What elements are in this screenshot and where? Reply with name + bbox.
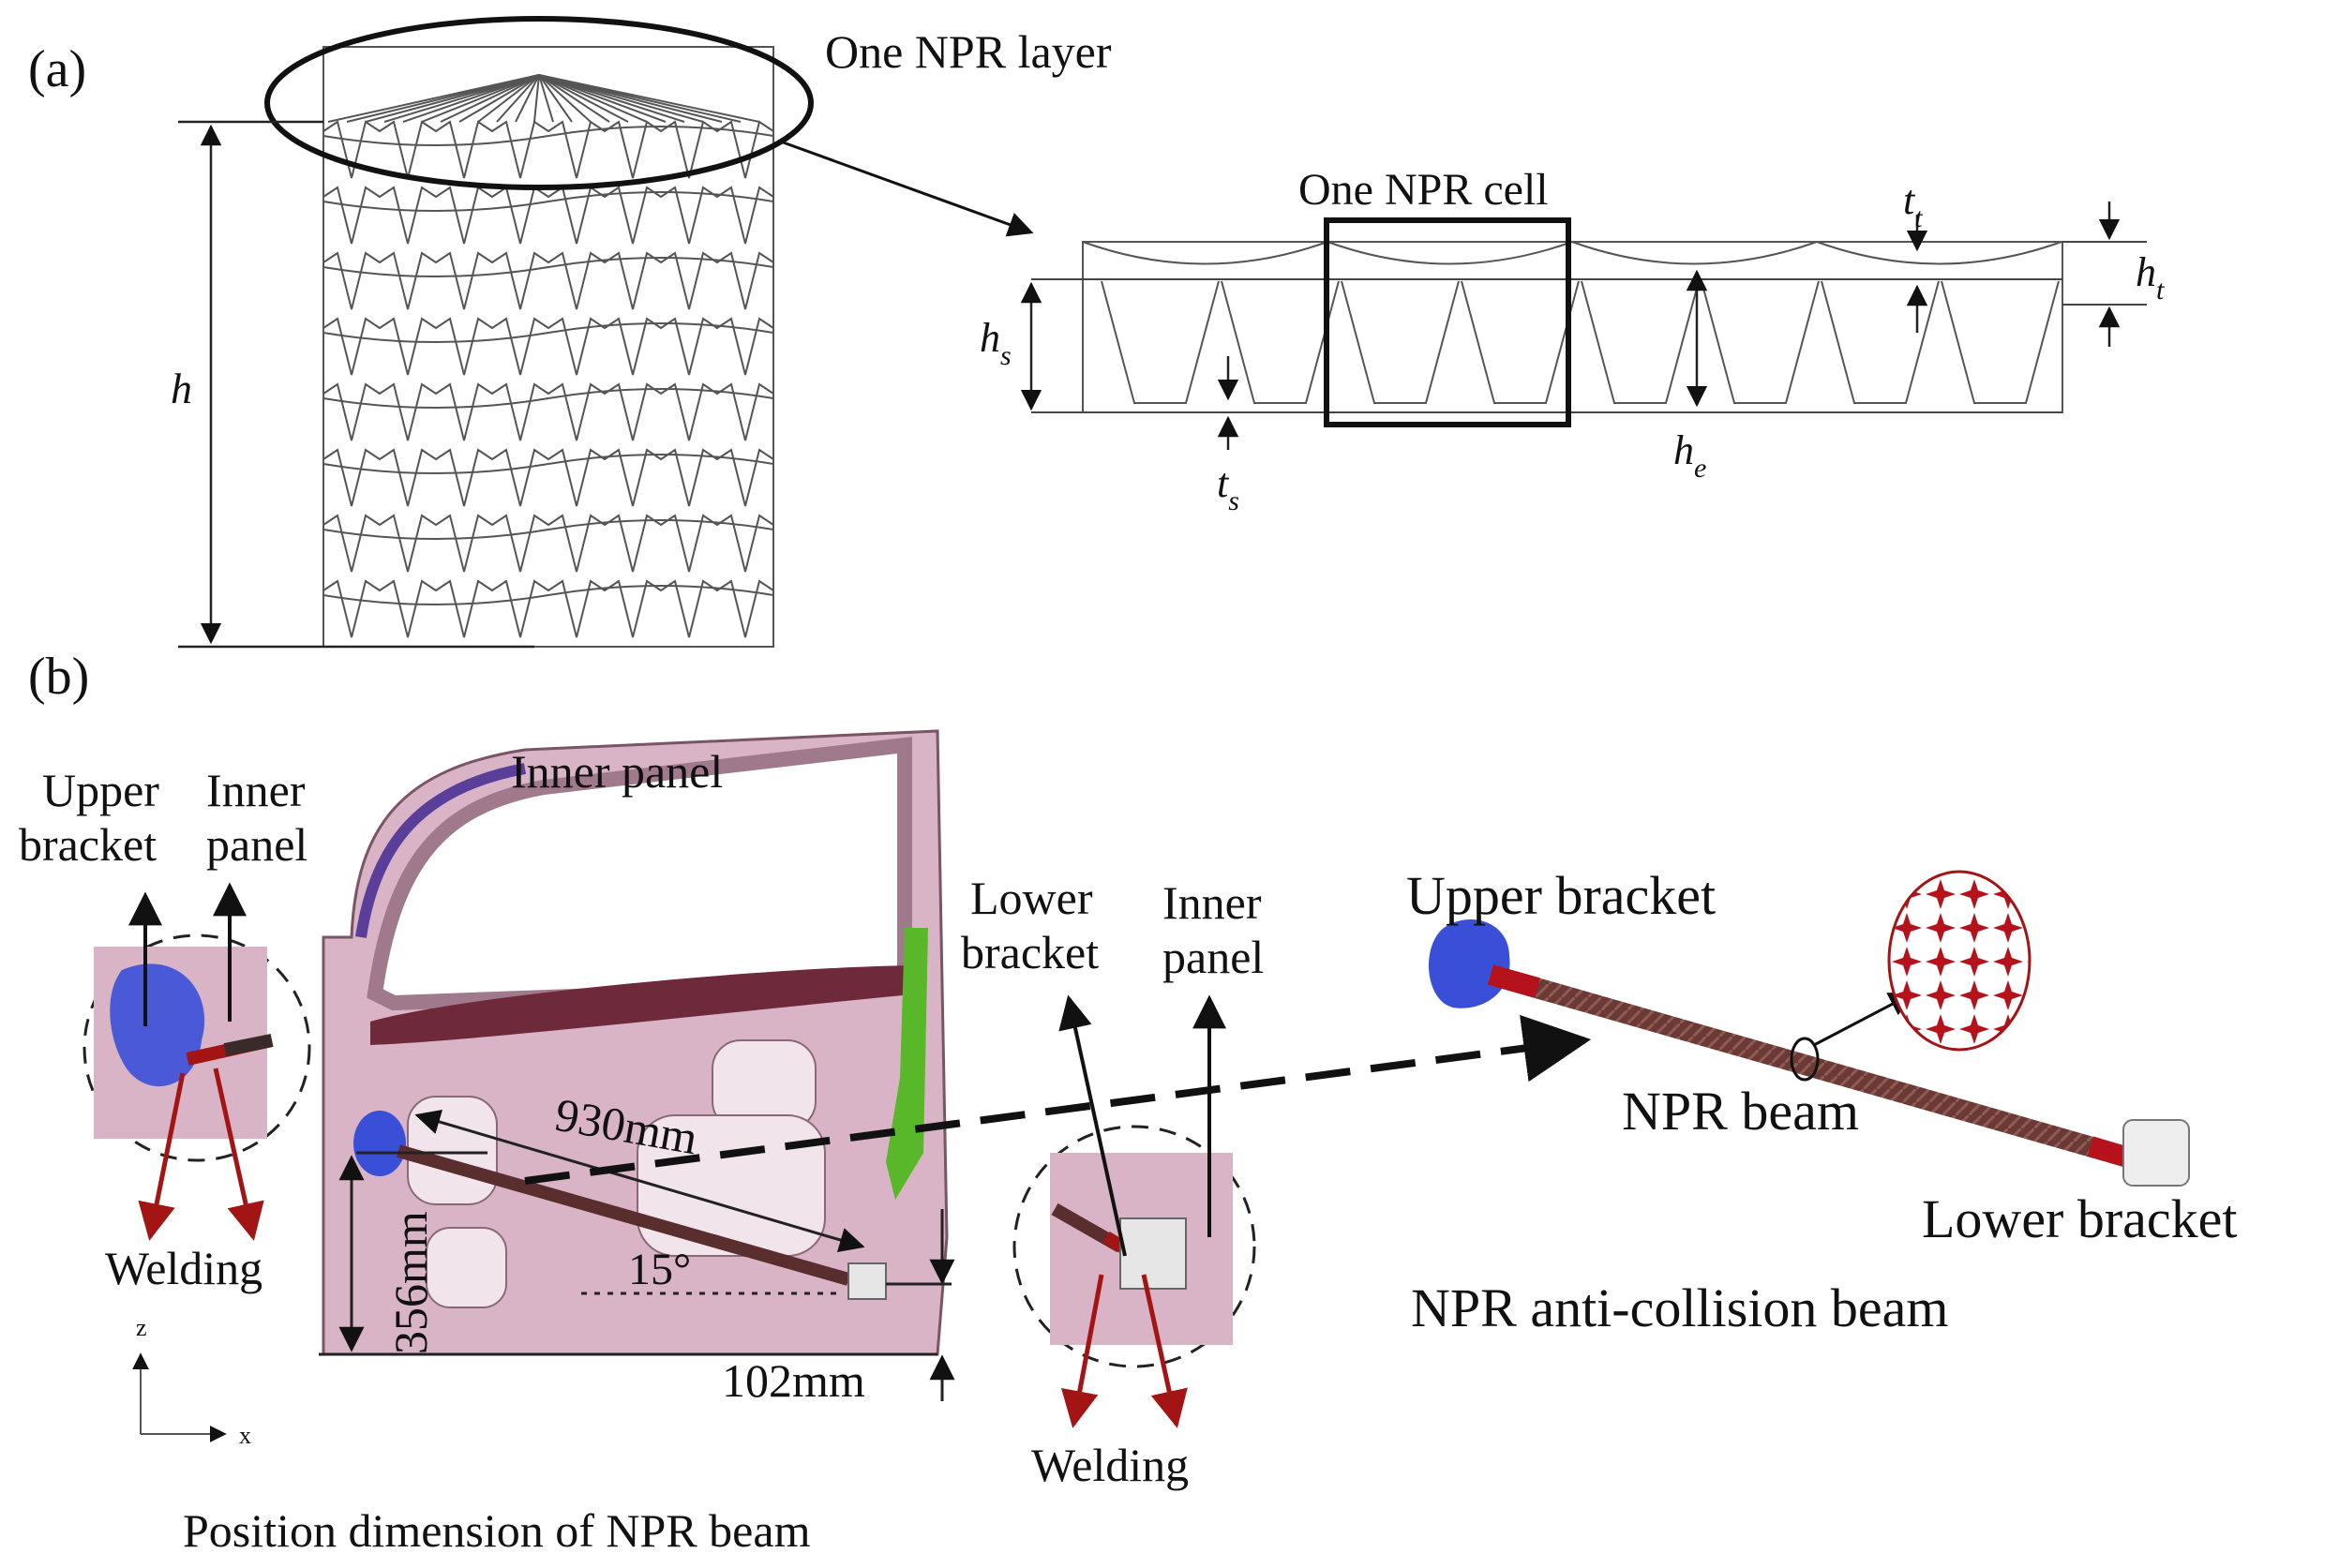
projection-dashed-arrow xyxy=(524,1014,1592,1185)
dim-label-ht: ht xyxy=(2136,249,2165,306)
npr-layer-strip xyxy=(1031,240,2147,413)
right-weld-arrow-1 xyxy=(1060,1274,1104,1428)
tube-height-dimension xyxy=(178,120,534,649)
angle-label: 15° xyxy=(628,1245,691,1294)
dim-102-label: 102mm xyxy=(722,1354,865,1407)
axis-z-label: z xyxy=(136,1314,147,1341)
figure-caption: Position dimension of NPR beam xyxy=(183,1504,811,1557)
dim-930-line xyxy=(414,1109,865,1253)
left-inner-panel-label: Inner panel xyxy=(206,764,307,871)
beam-npr-label: NPR beam xyxy=(1622,1081,1859,1142)
npr-layer-ellipse xyxy=(264,16,814,190)
right-lower-bracket-label: Lower bracket xyxy=(961,872,1099,978)
npr-beam-assembly xyxy=(1428,870,2190,1187)
dim-label-ts: ts xyxy=(1217,460,1239,516)
left-weld-arrow-2 xyxy=(213,1068,264,1241)
right-lower-arrow xyxy=(1058,994,1127,1257)
callout-one-npr-layer: One NPR layer xyxy=(825,25,1112,78)
right-inner-panel-label: Inner panel xyxy=(1162,876,1264,983)
left-upper-bracket-label: Upper bracket xyxy=(19,764,159,871)
panel-b-tag: (b) xyxy=(28,648,89,706)
inner-panel-top-label: Inner panel xyxy=(511,745,723,798)
left-welding-label: Welding xyxy=(105,1242,262,1294)
beam-upper-bracket-label: Upper bracket xyxy=(1406,865,1716,926)
right-detail-zoom xyxy=(1012,1125,1256,1368)
npr-cell-box xyxy=(1324,217,1571,427)
right-welding-label: Welding xyxy=(1031,1439,1189,1491)
left-detail-zoom xyxy=(82,933,311,1162)
panel-a-tag: (a) xyxy=(28,40,86,98)
dim-label-hs: hs xyxy=(980,315,1012,371)
beam-lower-bracket-label: Lower bracket xyxy=(1922,1188,2238,1249)
coordinate-axes xyxy=(132,1352,227,1442)
left-weld-arrow-1 xyxy=(138,1072,186,1241)
dim-label-tt: tt xyxy=(1903,177,1923,233)
right-weld-arrow-2 xyxy=(1141,1274,1188,1428)
callout-one-npr-cell: One NPR cell xyxy=(1298,165,1549,215)
layer-callout-arrow xyxy=(777,139,1034,237)
dim-356-label: 356mm xyxy=(384,1211,437,1354)
npr-tube-drawing xyxy=(322,46,774,648)
beam-title-label: NPR anti-collision beam xyxy=(1411,1277,1949,1338)
axis-x-label: x xyxy=(239,1422,251,1449)
dim-label-he: he xyxy=(1673,427,1706,484)
dim-label-h: h xyxy=(171,365,192,412)
